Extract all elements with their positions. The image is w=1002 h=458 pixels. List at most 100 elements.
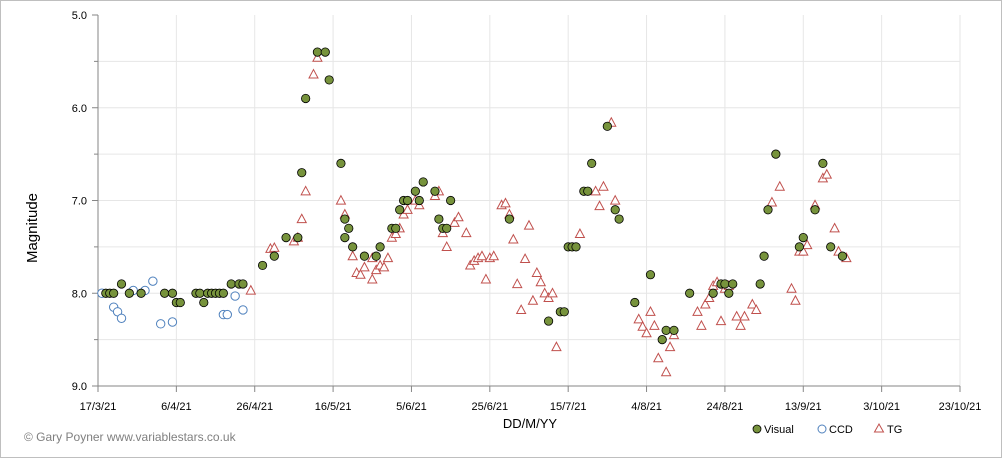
tg-point: [268, 241, 280, 252]
visual-point: [763, 205, 773, 215]
tg-point: [699, 298, 711, 309]
visual-point: [755, 279, 765, 289]
tg-point: [359, 261, 370, 272]
tg-point: [750, 304, 762, 315]
x-tick-label: 15/7/21: [550, 401, 587, 413]
tg-point: [609, 194, 621, 205]
legend-marker-ccd: [817, 424, 827, 434]
tg-point: [390, 228, 402, 238]
visual-point: [195, 288, 205, 298]
visual-point: [794, 242, 804, 252]
visual-point: [504, 214, 515, 224]
visual-point: [371, 251, 381, 261]
visual-point: [116, 279, 127, 289]
tg-point: [355, 268, 366, 279]
visual-point: [320, 47, 330, 57]
visual-point: [724, 288, 734, 298]
x-tick-label: 26/4/21: [236, 401, 273, 413]
series-ccd: [97, 276, 248, 329]
ccd-point: [230, 291, 240, 301]
visual-point: [759, 251, 769, 261]
tg-point: [649, 319, 660, 330]
tg-point: [539, 287, 551, 298]
tg-point: [801, 239, 813, 250]
x-tick-label: 3/10/21: [863, 401, 900, 413]
visual-point: [685, 288, 695, 298]
x-tick-label: 13/9/21: [785, 401, 822, 413]
tg-point: [652, 352, 664, 363]
tg-point: [308, 68, 319, 79]
tg-point: [460, 227, 472, 238]
visual-point: [559, 307, 569, 317]
tg-point: [594, 200, 605, 211]
tg-point: [507, 233, 519, 244]
x-tick-label: 23/10/21: [939, 401, 982, 413]
tg-point: [774, 180, 786, 191]
tg-point: [829, 222, 840, 233]
ccd-point: [116, 313, 127, 323]
x-tick-label: 17/3/21: [80, 401, 117, 413]
y-tick-label: 5.0: [72, 10, 87, 22]
y-tick-label: 6.0: [72, 103, 87, 115]
visual-point: [344, 223, 354, 233]
tg-point: [519, 253, 531, 264]
tg-point: [731, 310, 742, 321]
tg-point: [441, 241, 453, 251]
visual-point: [340, 214, 350, 224]
tg-point: [747, 298, 758, 309]
tg-point: [696, 319, 707, 330]
visual-point: [442, 223, 452, 233]
tg-point: [766, 196, 778, 207]
visual-point: [583, 186, 593, 196]
visual-point: [434, 214, 444, 224]
tg-point: [715, 315, 727, 326]
visual-point: [218, 288, 228, 298]
tg-point: [335, 194, 347, 205]
visual-point: [728, 279, 738, 289]
tg-point: [645, 305, 656, 316]
visual-point: [657, 335, 667, 345]
credit-text: © Gary Poyner www.variablestars.co.uk: [24, 430, 237, 444]
visual-point: [614, 214, 624, 224]
visual-point: [543, 316, 554, 326]
visual-point: [826, 242, 836, 252]
visual-point: [238, 279, 248, 289]
tg-point: [511, 278, 523, 289]
tg-point: [449, 216, 460, 227]
visual-point: [410, 186, 420, 196]
tg-point: [551, 341, 562, 352]
visual-point: [375, 242, 385, 252]
visual-point: [175, 297, 185, 308]
legend-label-tg: TG: [887, 424, 902, 436]
visual-point: [109, 288, 119, 298]
tg-point: [382, 252, 394, 263]
tg-point: [637, 320, 648, 331]
tg-point: [692, 305, 703, 316]
x-tick-label: 5/6/21: [396, 401, 427, 413]
legend-marker-tg: [873, 422, 885, 433]
visual-point: [167, 288, 178, 298]
y-tick-label: 9.0: [72, 381, 87, 393]
legend: Visual CCD TG: [752, 422, 902, 436]
tg-point: [633, 313, 645, 324]
x-tick-label: 16/5/21: [315, 401, 352, 413]
tg-point: [488, 250, 500, 261]
tg-point: [664, 341, 676, 352]
visual-point: [708, 288, 718, 298]
legend-label-visual: Visual: [764, 424, 794, 436]
tg-point: [598, 180, 609, 191]
ccd-point: [238, 305, 248, 315]
tg-point: [480, 273, 492, 284]
x-tick-label: 24/8/21: [707, 401, 744, 413]
axes: [92, 14, 961, 392]
visual-point: [430, 186, 440, 196]
tg-point: [523, 219, 535, 230]
visual-point: [810, 205, 820, 215]
visual-point: [160, 288, 170, 298]
y-tick-label: 8.0: [72, 288, 87, 300]
visual-point: [587, 158, 597, 168]
tick-labels: 17/3/21 6/4/21 26/4/21 16/5/21 5/6/21 25/6/21…: [72, 10, 982, 413]
tg-point: [590, 185, 601, 196]
visual-point: [124, 288, 134, 298]
